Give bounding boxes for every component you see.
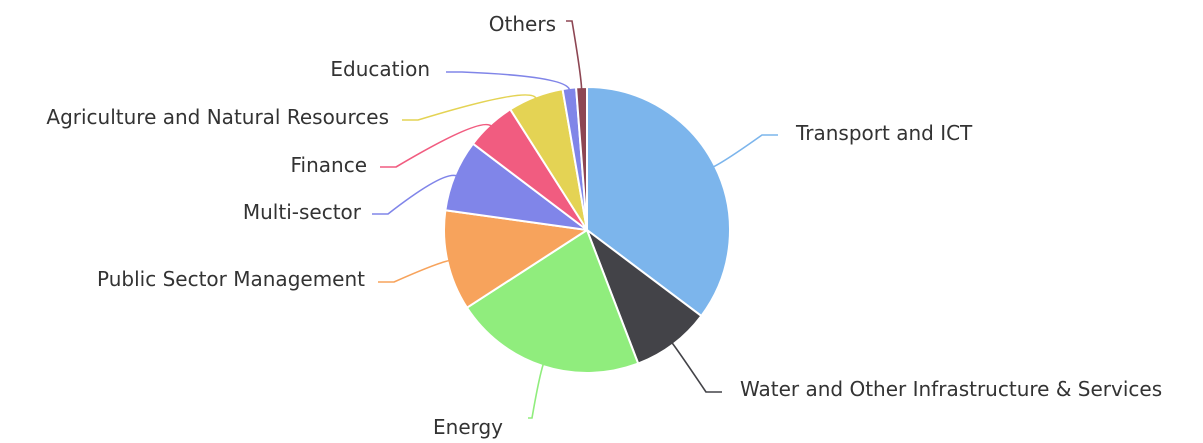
- slice-label-others: Others: [489, 12, 556, 36]
- label-connectors: [372, 20, 778, 419]
- slice-label-water-and-other-infrastructure-and-services: Water and Other Infrastructure & Service…: [740, 377, 1162, 401]
- connector-education: [446, 71, 571, 91]
- connector-energy: [528, 363, 545, 419]
- connector-finance: [380, 123, 492, 168]
- connector-water-and-other-infrastructure-and-services: [671, 342, 722, 393]
- pie-slices: [443, 86, 731, 374]
- connector-public-sector-management: [378, 259, 450, 283]
- connector-others: [566, 20, 583, 90]
- slice-label-multi-sector: Multi-sector: [243, 200, 362, 224]
- slice-label-energy: Energy: [433, 415, 503, 439]
- slice-labels: Transport and ICT Water and Other Infrast…: [46, 12, 1162, 439]
- slice-label-public-sector-management: Public Sector Management: [97, 267, 365, 291]
- slice-label-transport-and-ict: Transport and ICT: [795, 121, 973, 145]
- connector-transport-and-ict: [712, 134, 778, 168]
- slice-label-finance: Finance: [290, 153, 367, 177]
- slice-label-agriculture-and-natural-resources: Agriculture and Natural Resources: [46, 105, 389, 129]
- slice-label-education: Education: [330, 57, 430, 81]
- connector-multi-sector: [372, 174, 458, 215]
- connector-agriculture-and-natural-resources: [402, 94, 537, 121]
